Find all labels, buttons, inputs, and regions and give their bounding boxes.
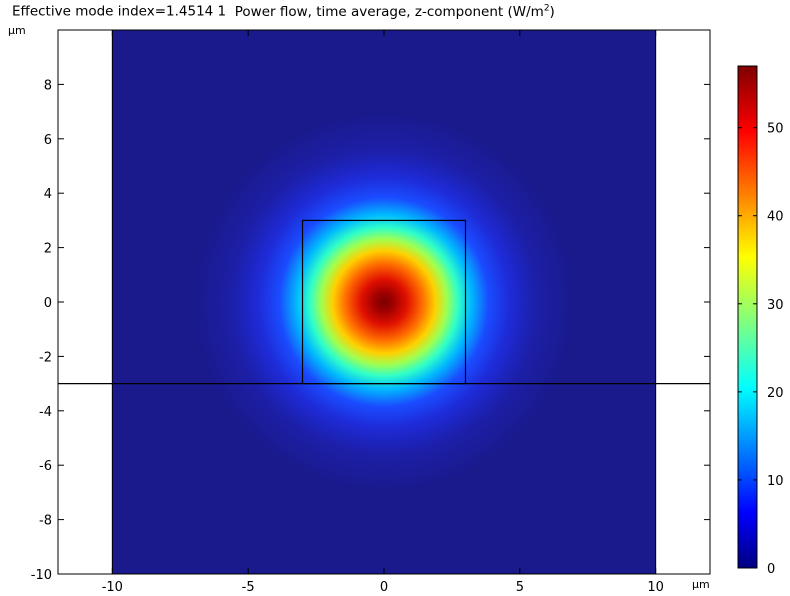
x-tick-label: -10 xyxy=(102,580,123,595)
y-tick-label: -4 xyxy=(39,405,52,420)
y-tick-label: 6 xyxy=(44,133,52,148)
x-tick-label: 5 xyxy=(516,580,524,595)
colorbar-tick-label: 30 xyxy=(767,298,784,313)
y-tick-label: 4 xyxy=(44,187,52,202)
x-unit-label: µm xyxy=(692,578,710,591)
x-tick-label: -5 xyxy=(242,580,255,595)
x-tick-label: 0 xyxy=(380,580,388,595)
y-tick-label: -6 xyxy=(39,459,52,474)
colorbar-tick-label: 50 xyxy=(767,122,784,137)
y-tick-label: 8 xyxy=(44,78,52,93)
colorbar-tick-label: 10 xyxy=(767,474,784,489)
mode-field xyxy=(112,30,656,574)
y-tick-label: -10 xyxy=(31,568,52,583)
y-tick-label: -2 xyxy=(39,350,52,365)
waveguide-core-outline xyxy=(301,219,467,385)
y-tick-label: -8 xyxy=(39,514,52,529)
y-unit-label: µm xyxy=(8,24,26,37)
y-tick-label: 0 xyxy=(44,296,52,311)
mode-index-label: Effective mode index=1.4514 1 xyxy=(12,3,227,20)
colorbar xyxy=(737,65,758,569)
quantity-label: Power flow, time average, z-component (W… xyxy=(234,3,555,20)
chart-title: Effective mode index=1.4514 1 Power flow… xyxy=(12,3,555,20)
colorbar-tick-label: 20 xyxy=(767,386,784,401)
x-tick-label: 10 xyxy=(647,580,664,595)
y-tick-label: 2 xyxy=(44,242,52,257)
colorbar-tick-label: 0 xyxy=(767,562,775,577)
colorbar-tick-label: 40 xyxy=(767,210,784,225)
